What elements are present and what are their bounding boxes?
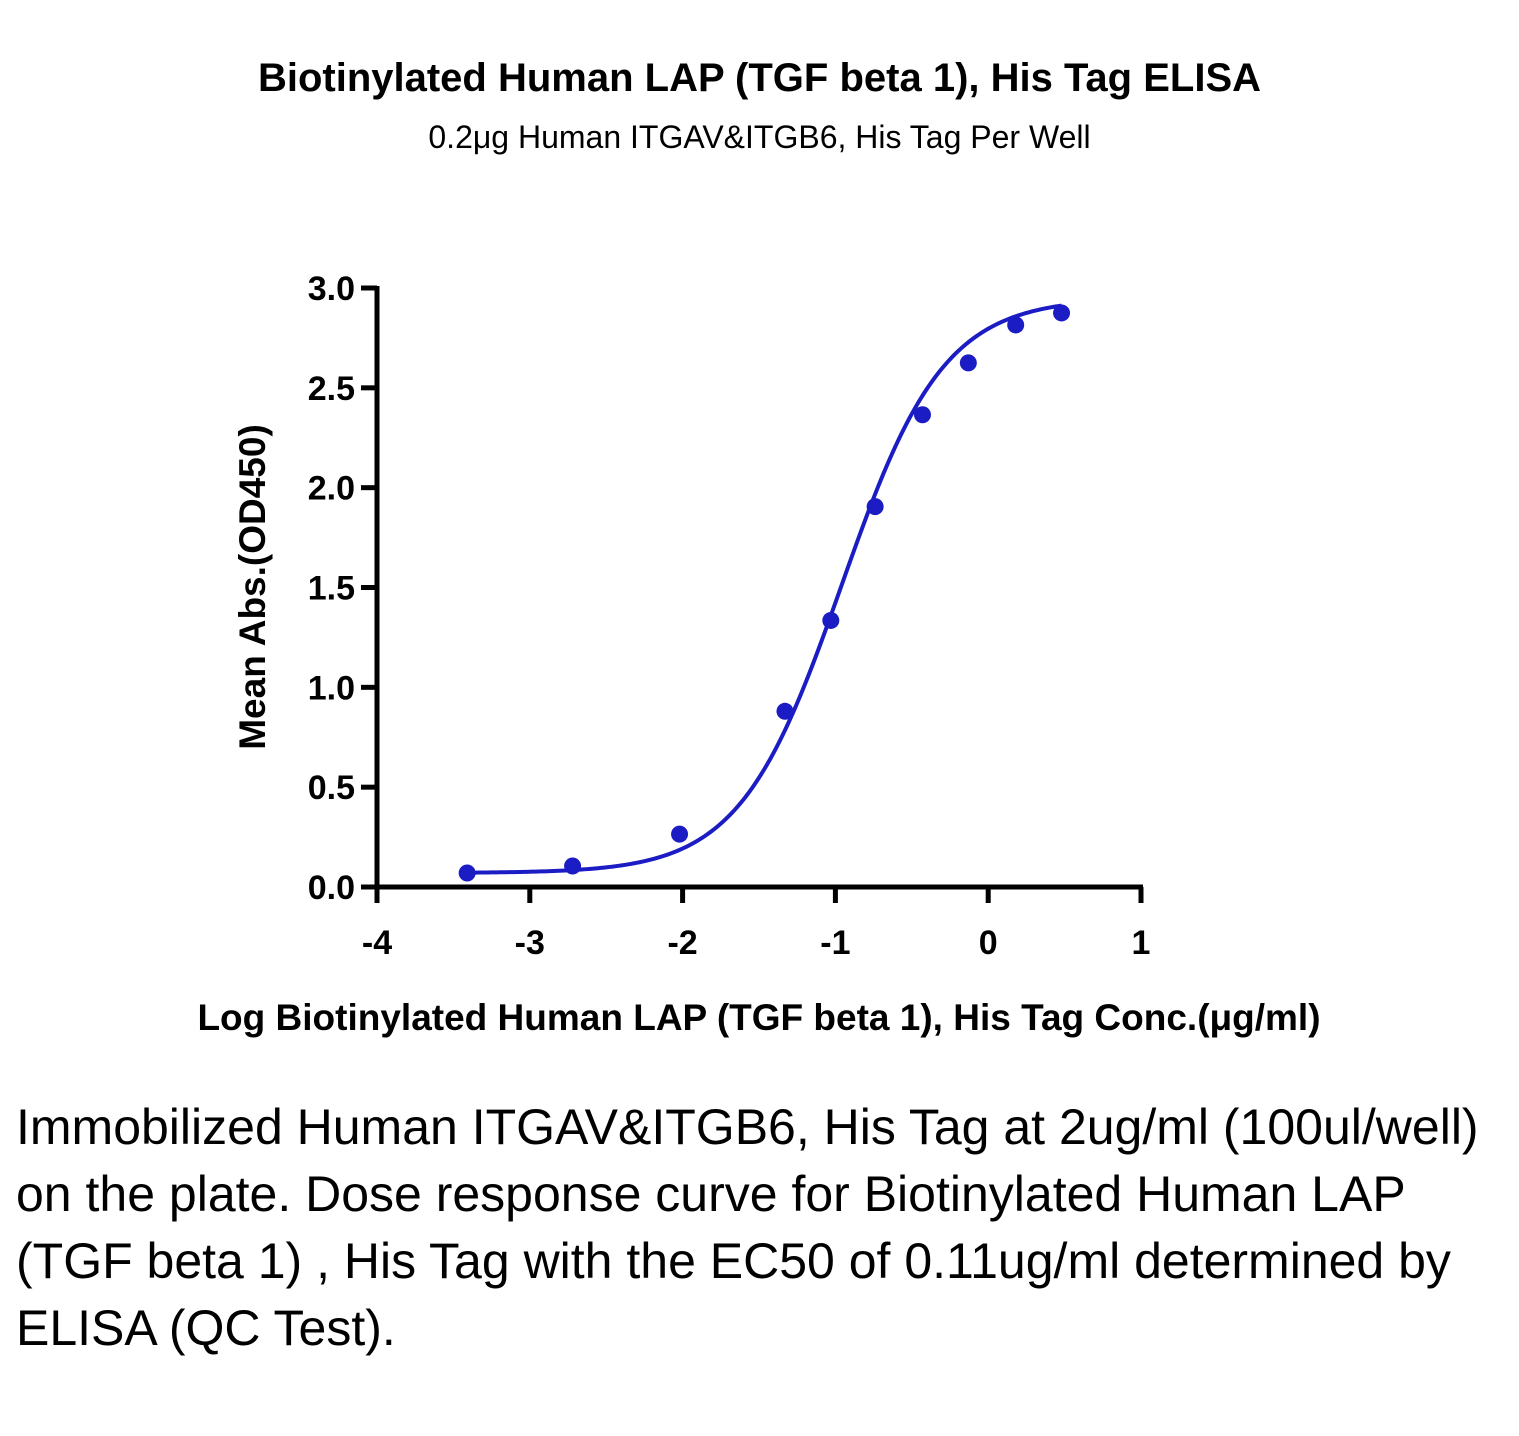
y-tick-label: 1.0 <box>308 669 355 707</box>
data-point <box>1053 304 1071 322</box>
data-point <box>1007 316 1025 334</box>
chart-title: Biotinylated Human LAP (TGF beta 1), His… <box>257 56 1262 100</box>
x-tick-label: -2 <box>667 924 697 962</box>
y-tick-label: 2.5 <box>308 370 355 408</box>
y-tick-label: 1.5 <box>308 570 355 608</box>
fit-curve-group <box>467 303 1062 875</box>
x-axis-label: Log Biotinylated Human LAP (TGF beta 1),… <box>197 997 1320 1038</box>
figure-caption: Immobilized Human ITGAV&ITGB6, His Tag a… <box>16 1099 1479 1356</box>
data-point <box>822 611 840 629</box>
x-tick-label: 0 <box>979 924 998 962</box>
y-tick-label: 0.0 <box>308 869 355 907</box>
data-point <box>458 864 476 882</box>
data-point <box>776 702 794 720</box>
tick-group: 0.0 0.5 1.0 1.5 2.0 2.5 3.0 -4 -3 -2 -1 0 1 <box>308 270 1151 962</box>
dose-response-chart: 0.0 0.5 1.0 1.5 2.0 2.5 3.0 -4 -3 -2 -1 0 1 Log Biot… <box>197 270 1320 1038</box>
data-point <box>959 354 977 372</box>
x-tick-label: -1 <box>820 924 850 962</box>
y-tick-label: 3.0 <box>308 270 355 308</box>
x-tick-label: 1 <box>1132 924 1151 962</box>
data-points-group <box>458 304 1071 882</box>
axes <box>374 286 1143 890</box>
data-point <box>564 857 582 875</box>
data-point <box>913 406 931 424</box>
fit-curve <box>467 303 1062 875</box>
x-tick-label: -4 <box>362 924 392 962</box>
data-point <box>671 825 689 843</box>
data-point <box>866 498 884 516</box>
y-tick-label: 0.5 <box>308 769 355 807</box>
x-tick-label: -3 <box>515 924 545 962</box>
chart-subtitle: 0.2μg Human ITGAV&ITGB6, His Tag Per Wel… <box>428 119 1091 155</box>
y-axis-label: Mean Abs.(OD450) <box>232 424 273 750</box>
y-tick-label: 2.0 <box>308 470 355 508</box>
